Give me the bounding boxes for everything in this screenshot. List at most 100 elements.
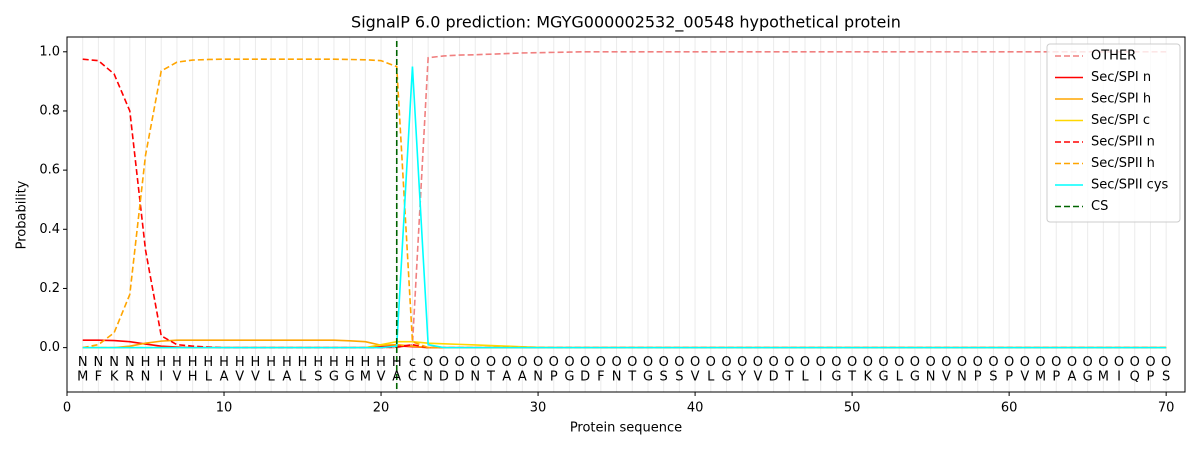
region-label: O bbox=[910, 355, 920, 370]
residue: Q bbox=[1130, 370, 1140, 385]
y-tick-label: 0.2 bbox=[39, 281, 60, 296]
residue: V bbox=[1020, 370, 1029, 385]
x-tick-label: 50 bbox=[844, 401, 861, 416]
residue: L bbox=[268, 370, 276, 385]
residue: L bbox=[707, 370, 715, 385]
legend-label: Sec/SPI h bbox=[1091, 92, 1151, 107]
x-tick-label: 60 bbox=[1001, 401, 1018, 416]
region-label: H bbox=[266, 355, 276, 370]
series-line bbox=[82, 58, 1167, 349]
residue: D bbox=[455, 370, 465, 385]
x-tick-label: 20 bbox=[373, 401, 390, 416]
region-label: O bbox=[831, 355, 841, 370]
legend-label: OTHER bbox=[1091, 49, 1136, 64]
x-axis-label: Protein sequence bbox=[570, 421, 682, 436]
residue: V bbox=[377, 370, 386, 385]
region-label: O bbox=[486, 355, 496, 370]
residue: T bbox=[784, 370, 793, 385]
legend-label: Sec/SPII h bbox=[1091, 156, 1155, 171]
residue: L bbox=[299, 370, 307, 385]
legend-box bbox=[1046, 43, 1181, 223]
region-label: O bbox=[1114, 355, 1124, 370]
residue: G bbox=[878, 370, 888, 385]
residue: G bbox=[329, 370, 339, 385]
residue: V bbox=[235, 370, 244, 385]
region-label: O bbox=[753, 355, 763, 370]
region-label: O bbox=[1004, 355, 1014, 370]
residue: S bbox=[989, 370, 997, 385]
residue: A bbox=[1067, 370, 1076, 385]
region-label: O bbox=[800, 355, 810, 370]
region-label: O bbox=[1051, 355, 1061, 370]
region-label: O bbox=[439, 355, 449, 370]
y-tick-label: 0.8 bbox=[39, 103, 60, 118]
residue: L bbox=[205, 370, 213, 385]
region-label: H bbox=[360, 355, 370, 370]
residue: N bbox=[141, 370, 151, 385]
y-axis-label: Probability bbox=[15, 180, 30, 249]
region-label: O bbox=[611, 355, 621, 370]
region-label: O bbox=[1098, 355, 1108, 370]
residue: N bbox=[423, 370, 433, 385]
region-label: O bbox=[863, 355, 873, 370]
x-tick-label: 0 bbox=[63, 401, 71, 416]
residue: K bbox=[110, 370, 119, 385]
residue: T bbox=[847, 370, 856, 385]
residue: N bbox=[612, 370, 622, 385]
legend-label: CS bbox=[1091, 199, 1108, 214]
series-line bbox=[82, 50, 1167, 349]
residue: M bbox=[1035, 370, 1046, 385]
residue: N bbox=[533, 370, 543, 385]
residue: F bbox=[597, 370, 604, 385]
residue: V bbox=[942, 370, 951, 385]
residue: T bbox=[486, 370, 495, 385]
residue: S bbox=[660, 370, 668, 385]
y-tick-label: 1.0 bbox=[39, 44, 60, 59]
residue: A bbox=[518, 370, 527, 385]
region-label: H bbox=[345, 355, 355, 370]
region-label: O bbox=[878, 355, 888, 370]
residue: Y bbox=[737, 370, 746, 385]
region-label: c bbox=[409, 355, 416, 370]
region-label: H bbox=[172, 355, 182, 370]
residue: I bbox=[1117, 370, 1121, 385]
region-label: H bbox=[156, 355, 166, 370]
residue: D bbox=[580, 370, 590, 385]
region-label: O bbox=[1130, 355, 1140, 370]
region-label: O bbox=[596, 355, 606, 370]
region-label: O bbox=[1145, 355, 1155, 370]
residue: G bbox=[643, 370, 653, 385]
residue: V bbox=[251, 370, 260, 385]
x-tick-label: 30 bbox=[530, 401, 547, 416]
residue: L bbox=[896, 370, 904, 385]
region-label: O bbox=[957, 355, 967, 370]
plot-frame bbox=[66, 36, 1186, 393]
residue: G bbox=[910, 370, 920, 385]
region-label: H bbox=[282, 355, 292, 370]
region-label: O bbox=[643, 355, 653, 370]
region-label: O bbox=[1083, 355, 1093, 370]
y-tick-label: 0.4 bbox=[39, 222, 60, 237]
x-tick-label: 70 bbox=[1158, 401, 1175, 416]
residue: M bbox=[360, 370, 371, 385]
residue: M bbox=[77, 370, 88, 385]
region-label: N bbox=[125, 355, 135, 370]
region-label: O bbox=[768, 355, 778, 370]
x-tick-label: 40 bbox=[687, 401, 704, 416]
region-label: O bbox=[941, 355, 951, 370]
region-label: O bbox=[533, 355, 543, 370]
chart-title: SignalP 6.0 prediction: MGYG000002532_00… bbox=[351, 13, 901, 33]
residue: N bbox=[926, 370, 936, 385]
residue: I bbox=[819, 370, 823, 385]
residue: I bbox=[159, 370, 163, 385]
residue: P bbox=[1052, 370, 1060, 385]
series-line bbox=[82, 66, 1167, 349]
region-label: O bbox=[721, 355, 731, 370]
residue: P bbox=[974, 370, 982, 385]
residue: H bbox=[188, 370, 198, 385]
region-label: O bbox=[454, 355, 464, 370]
residue: M bbox=[1098, 370, 1109, 385]
residue: D bbox=[769, 370, 779, 385]
region-label: O bbox=[1067, 355, 1077, 370]
